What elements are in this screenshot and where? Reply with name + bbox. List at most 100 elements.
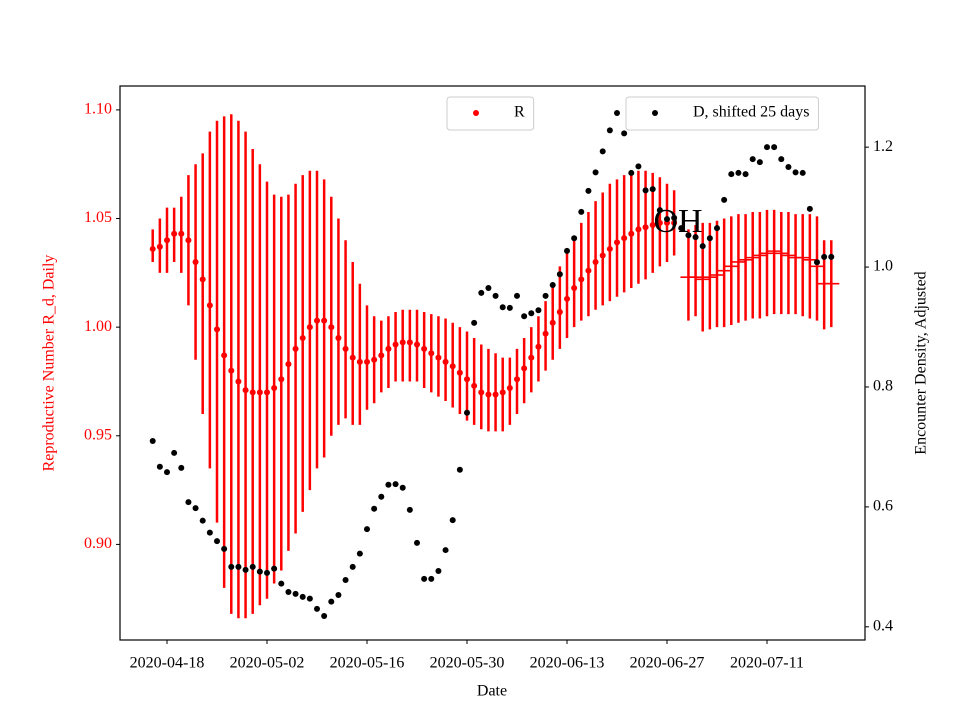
- point: [499, 304, 506, 311]
- point: [271, 384, 278, 391]
- point: [749, 156, 756, 163]
- point: [235, 378, 242, 385]
- y-tick-label: 1.05: [84, 209, 112, 226]
- point: [656, 207, 663, 214]
- point: [221, 545, 228, 552]
- point: [221, 352, 228, 359]
- point: [199, 517, 206, 524]
- point: [821, 253, 828, 260]
- point: [242, 387, 249, 394]
- point: [349, 354, 356, 361]
- point: [664, 216, 670, 223]
- legend-box: [446, 96, 535, 131]
- point: [314, 605, 320, 612]
- point: [771, 144, 778, 151]
- legend-marker: [652, 110, 658, 116]
- point: [506, 384, 513, 391]
- point: [349, 563, 356, 570]
- x-tick-label: 2020-06-13: [530, 655, 605, 672]
- point: [721, 196, 728, 203]
- point: [806, 205, 813, 212]
- point: [385, 481, 392, 488]
- point: [214, 538, 220, 545]
- point: [564, 295, 570, 302]
- point: [421, 575, 428, 582]
- point: [256, 389, 263, 396]
- point: [185, 237, 192, 244]
- point: [156, 463, 163, 470]
- point: [385, 345, 392, 352]
- point: [271, 565, 278, 572]
- point: [428, 350, 435, 357]
- point: [328, 324, 335, 331]
- point: [614, 239, 620, 246]
- point: [321, 317, 328, 324]
- point: [285, 361, 292, 368]
- plot-area: [149, 109, 840, 620]
- point: [485, 391, 492, 398]
- point: [478, 389, 485, 396]
- point: [628, 169, 635, 176]
- point: [242, 566, 249, 573]
- point: [206, 302, 213, 309]
- point: [364, 526, 370, 533]
- point: [528, 310, 535, 317]
- point: [785, 163, 792, 170]
- x-tick-label: 2020-05-16: [330, 655, 405, 672]
- point: [149, 437, 156, 444]
- point: [621, 130, 628, 137]
- point: [192, 258, 199, 265]
- x-tick-label: 2020-04-18: [130, 655, 205, 672]
- point: [321, 613, 328, 620]
- point: [556, 271, 563, 278]
- point: [342, 345, 349, 352]
- point: [621, 235, 628, 242]
- legend: D, shifted 25 days: [625, 96, 819, 131]
- point: [592, 258, 599, 265]
- point: [499, 389, 506, 396]
- plot-frame: [119, 85, 866, 641]
- point: [442, 358, 449, 365]
- point: [392, 341, 399, 348]
- point: [571, 285, 578, 292]
- point: [735, 169, 742, 176]
- point: [285, 589, 292, 596]
- point: [235, 563, 242, 570]
- point: [471, 319, 478, 326]
- point: [506, 304, 513, 311]
- point: [671, 219, 678, 226]
- point: [364, 358, 370, 365]
- point: [492, 292, 499, 299]
- point: [649, 222, 656, 229]
- point: [449, 517, 456, 524]
- legend: R: [446, 96, 535, 131]
- x-axis-label: Date: [477, 683, 507, 700]
- point: [606, 127, 613, 134]
- x-tick-label: 2020-05-30: [430, 655, 505, 672]
- point: [599, 148, 606, 155]
- point: [306, 595, 313, 602]
- point: [542, 292, 549, 299]
- point: [228, 563, 235, 570]
- point: [549, 282, 556, 289]
- y2-axis-label: Encounter Density, Adjusted: [913, 271, 930, 454]
- point: [485, 285, 492, 292]
- point: [371, 505, 378, 512]
- point: [492, 391, 499, 398]
- point: [464, 376, 470, 383]
- point: [156, 243, 163, 250]
- x-tick-label: 2020-07-11: [730, 655, 804, 672]
- point: [399, 339, 406, 346]
- point: [799, 169, 806, 176]
- point: [178, 230, 185, 237]
- point: [449, 363, 456, 370]
- point: [378, 493, 385, 500]
- point: [728, 171, 735, 178]
- point: [428, 575, 435, 582]
- point: [435, 568, 442, 575]
- y2-tick-label: 1.0: [873, 258, 893, 275]
- point: [464, 409, 470, 416]
- point: [406, 506, 413, 513]
- point: [649, 186, 656, 193]
